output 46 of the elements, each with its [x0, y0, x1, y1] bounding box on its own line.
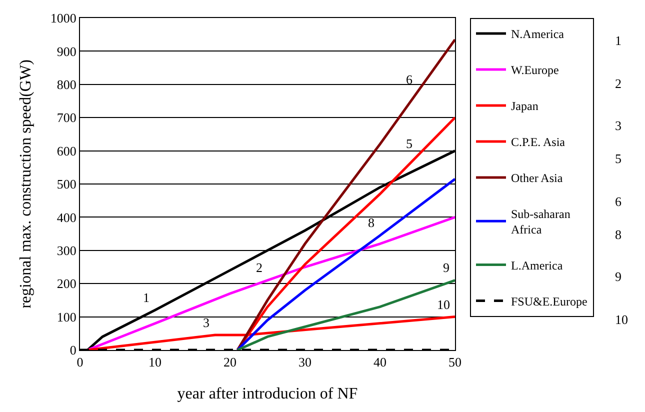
x-tick-label: 40	[374, 354, 386, 370]
text: 3	[615, 118, 622, 133]
y-tick-label: 500	[56, 176, 76, 192]
x-tick-label: 30	[298, 354, 312, 370]
line-series	[236, 38, 455, 350]
annotation: 5	[406, 136, 412, 151]
y-tick-label: 700	[56, 110, 76, 126]
line-series	[236, 279, 455, 350]
x-tick-label: 50	[448, 354, 462, 370]
legend-label: C.P.E. Asia	[511, 135, 566, 150]
y-tick-label: 400	[56, 210, 76, 225]
y-tick-label: 100	[56, 309, 76, 324]
legend-label: W.Europe	[511, 63, 559, 78]
y-tick-label: 200	[56, 276, 76, 292]
text: 10	[615, 312, 628, 327]
x-axis-title: year after introducion of NF	[177, 385, 358, 402]
y-tick-label: 300	[56, 242, 76, 258]
line-series	[86, 216, 455, 350]
text: 2	[615, 76, 622, 91]
annotation: 1	[143, 290, 150, 305]
annotation: 6	[406, 72, 413, 87]
text: 8	[615, 227, 622, 242]
text: 5	[615, 151, 622, 166]
x-tick-label: 10	[148, 354, 162, 370]
annotation: 10	[437, 297, 450, 312]
annotation: 3	[203, 315, 210, 330]
text: 6	[615, 194, 622, 209]
annotation: 2	[256, 260, 262, 275]
annotation: 8	[368, 215, 374, 230]
y-tick-label: 800	[56, 76, 76, 92]
legend-label: Sub-saharan Africa	[511, 206, 570, 237]
legend-label: FSU&E.Europe	[511, 294, 588, 308]
legend-label: N.America	[511, 27, 565, 42]
annotation: 9	[443, 260, 450, 275]
legend-label: Japan	[511, 99, 538, 114]
y-tick-label: 1000	[50, 10, 76, 26]
text: 9	[615, 269, 622, 284]
legend-label: L.America	[511, 258, 564, 272]
x-tick-label: 20	[224, 354, 236, 370]
y-axis-title: regional max. construction speed(GW)	[17, 60, 34, 308]
y-tick-label: 900	[56, 44, 76, 59]
legend-label: Other Asia	[511, 171, 564, 186]
text: 1	[615, 33, 622, 48]
line-series	[236, 178, 455, 350]
y-tick-label: 0	[70, 342, 76, 358]
y-tick-label: 600	[56, 143, 76, 158]
